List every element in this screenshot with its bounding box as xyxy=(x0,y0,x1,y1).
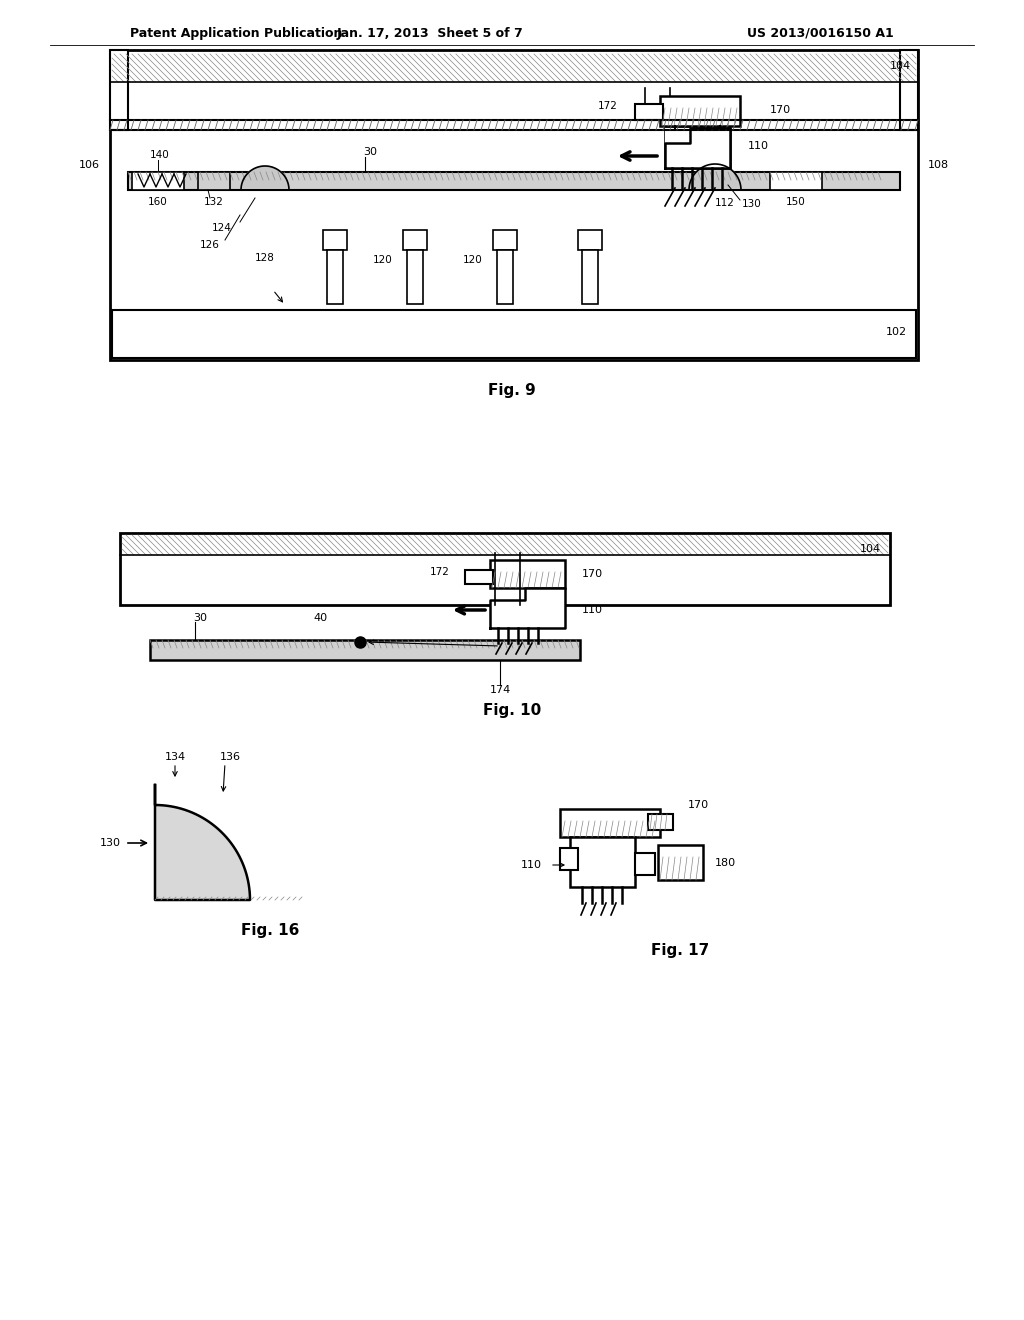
Bar xyxy=(403,230,427,249)
Text: 170: 170 xyxy=(770,106,792,115)
Bar xyxy=(110,50,918,360)
Text: 130: 130 xyxy=(742,199,762,209)
Bar xyxy=(120,533,890,605)
Text: US 2013/0016150 A1: US 2013/0016150 A1 xyxy=(746,26,893,40)
Text: 120: 120 xyxy=(373,255,393,265)
Text: 110: 110 xyxy=(582,605,603,615)
Text: Fig. 17: Fig. 17 xyxy=(651,942,710,957)
Text: Patent Application Publication: Patent Application Publication xyxy=(130,26,342,40)
Bar xyxy=(648,814,673,830)
Bar xyxy=(497,249,513,304)
Text: Fig. 9: Fig. 9 xyxy=(488,383,536,397)
Text: 180: 180 xyxy=(715,858,736,869)
Text: 128: 128 xyxy=(255,253,274,263)
Text: 140: 140 xyxy=(151,150,170,160)
Bar xyxy=(110,50,128,129)
Text: 104: 104 xyxy=(890,61,910,71)
Text: 136: 136 xyxy=(219,752,241,762)
Bar xyxy=(128,172,900,190)
Text: 170: 170 xyxy=(582,569,603,579)
Bar xyxy=(490,560,565,587)
Text: 172: 172 xyxy=(598,102,618,111)
Text: 120: 120 xyxy=(463,255,483,265)
Text: 160: 160 xyxy=(148,197,168,207)
Bar xyxy=(198,172,230,190)
Bar xyxy=(493,230,517,249)
Bar xyxy=(465,570,493,583)
Text: Fig. 16: Fig. 16 xyxy=(241,923,299,937)
Bar xyxy=(407,249,423,304)
Bar xyxy=(635,853,655,875)
Text: 106: 106 xyxy=(79,160,100,170)
Text: 104: 104 xyxy=(859,544,881,554)
Text: 40: 40 xyxy=(313,612,327,623)
Bar xyxy=(578,230,602,249)
Bar xyxy=(132,172,184,190)
Text: 110: 110 xyxy=(521,861,542,870)
Bar xyxy=(560,809,660,837)
Text: 30: 30 xyxy=(362,147,377,157)
Text: 108: 108 xyxy=(928,160,949,170)
Text: Fig. 10: Fig. 10 xyxy=(483,702,541,718)
Polygon shape xyxy=(155,785,250,900)
Text: 174: 174 xyxy=(489,685,511,696)
Bar xyxy=(900,50,918,129)
Polygon shape xyxy=(689,164,741,190)
Text: 132: 132 xyxy=(204,197,224,207)
Bar xyxy=(570,837,635,887)
Text: 134: 134 xyxy=(165,752,185,762)
Text: 124: 124 xyxy=(212,223,232,234)
Bar xyxy=(660,96,740,125)
Text: 130: 130 xyxy=(99,838,121,847)
Text: 30: 30 xyxy=(193,612,207,623)
Bar xyxy=(323,230,347,249)
Text: 170: 170 xyxy=(688,800,710,810)
Text: 172: 172 xyxy=(430,568,450,577)
Bar xyxy=(560,847,578,870)
Bar xyxy=(112,310,916,358)
Text: 112: 112 xyxy=(715,198,735,209)
Bar xyxy=(770,172,822,190)
Polygon shape xyxy=(241,166,289,190)
Bar xyxy=(665,128,730,168)
Text: 126: 126 xyxy=(200,240,220,249)
Bar xyxy=(327,249,343,304)
Bar xyxy=(635,104,663,120)
Bar xyxy=(665,128,730,168)
Text: 110: 110 xyxy=(748,141,769,150)
Bar xyxy=(658,845,703,880)
Bar xyxy=(582,249,598,304)
Text: 150: 150 xyxy=(786,197,806,207)
Polygon shape xyxy=(490,587,565,628)
Text: Jan. 17, 2013  Sheet 5 of 7: Jan. 17, 2013 Sheet 5 of 7 xyxy=(337,26,523,40)
Bar xyxy=(150,640,580,660)
Polygon shape xyxy=(665,128,730,168)
Text: 102: 102 xyxy=(886,327,906,337)
